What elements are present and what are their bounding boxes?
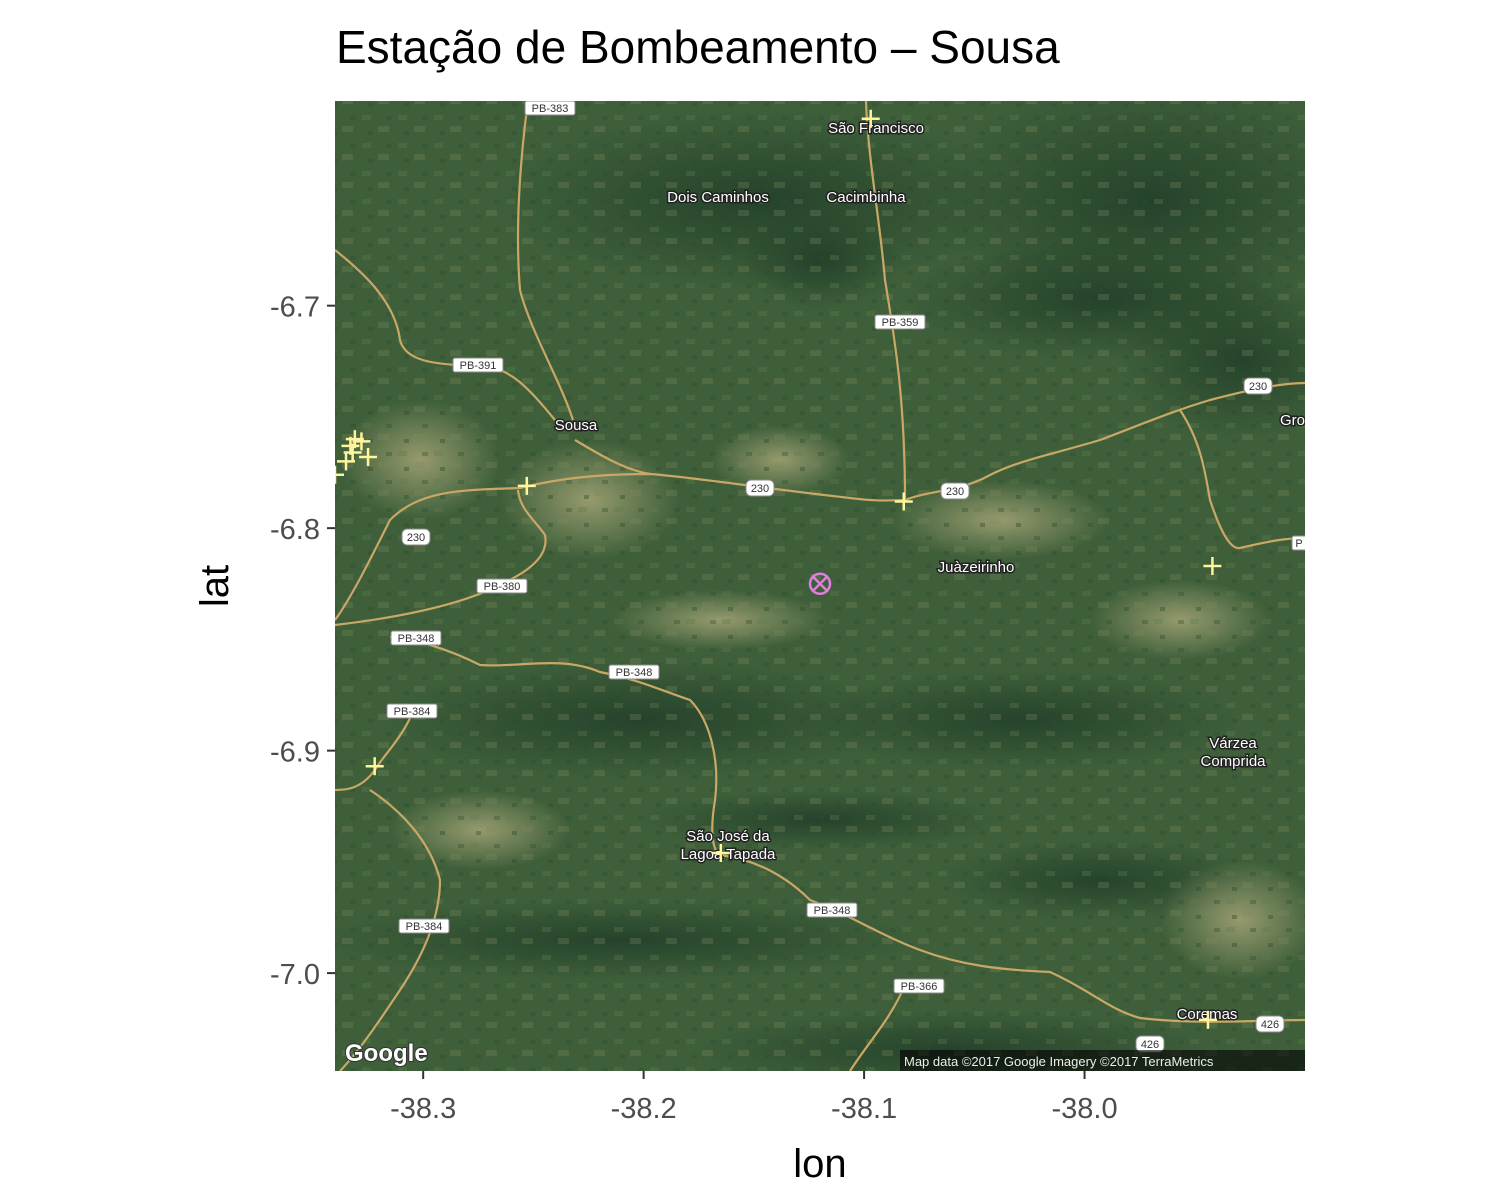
pump-station-marker bbox=[711, 843, 730, 862]
attribution-background bbox=[900, 1050, 1305, 1071]
roads bbox=[335, 101, 1305, 1071]
svg-text:Lagoa Tapada: Lagoa Tapada bbox=[681, 846, 776, 863]
svg-text:Dois Caminhos: Dois Caminhos bbox=[667, 189, 769, 206]
y-axis-title: lat bbox=[193, 565, 237, 607]
svg-text:PB-384: PB-384 bbox=[394, 706, 431, 718]
x-tick-label: -38.0 bbox=[1051, 1093, 1117, 1125]
pump-station-marker bbox=[861, 109, 880, 128]
svg-text:Cacimbinha: Cacimbinha bbox=[826, 189, 906, 206]
svg-text:230: 230 bbox=[751, 483, 769, 495]
x-tick-label: -38.3 bbox=[390, 1093, 456, 1125]
svg-text:PB-359: PB-359 bbox=[882, 317, 919, 329]
svg-text:Gro: Gro bbox=[1280, 412, 1305, 429]
pump-station-marker bbox=[365, 757, 384, 776]
main-station-marker bbox=[808, 572, 832, 596]
place-labels: São Francisco Dois Caminhos Cacimbinha S… bbox=[553, 119, 1305, 1025]
pump-station-marker bbox=[359, 447, 378, 466]
svg-text:230: 230 bbox=[1249, 381, 1267, 393]
map-panel[interactable]: PB-383 PB-359 PB-391 230 230 230 230 PB-… bbox=[320, 80, 1370, 1090]
svg-text:PB-348: PB-348 bbox=[814, 905, 851, 917]
y-tick-label: -7.0 bbox=[270, 959, 320, 991]
svg-text:426: 426 bbox=[1141, 1039, 1159, 1051]
svg-text:PB-348: PB-348 bbox=[616, 667, 653, 679]
x-axis: -38.3 -38.2 -38.1 -38.0 bbox=[390, 1071, 1118, 1125]
x-tick-label: -38.1 bbox=[831, 1093, 897, 1125]
x-axis-title: lon bbox=[793, 1142, 846, 1186]
svg-text:Comprida: Comprida bbox=[1200, 753, 1266, 770]
station-markers bbox=[335, 109, 1222, 1029]
x-tick-label: -38.2 bbox=[611, 1093, 677, 1125]
svg-text:P: P bbox=[1295, 538, 1302, 550]
y-tick-label: -6.7 bbox=[270, 292, 320, 324]
pump-station-marker bbox=[352, 432, 371, 451]
svg-text:São José da: São José da bbox=[686, 828, 770, 845]
y-tick-label: -6.8 bbox=[270, 514, 320, 546]
svg-text:Juàzeirinho: Juàzeirinho bbox=[938, 559, 1015, 576]
pump-station-marker bbox=[337, 452, 356, 471]
svg-text:Sousa: Sousa bbox=[555, 417, 598, 434]
pump-station-marker bbox=[1199, 1010, 1217, 1029]
y-tick-label: -6.9 bbox=[270, 737, 320, 769]
road-shields: PB-383 PB-359 PB-391 230 230 230 230 PB-… bbox=[386, 101, 1305, 1053]
attribution-text: Map data ©2017 Google Imagery ©2017 Terr… bbox=[904, 1054, 1214, 1069]
svg-text:426: 426 bbox=[1261, 1019, 1279, 1031]
pump-station-marker bbox=[335, 465, 344, 484]
chart-title: Estação de Bombeamento – Sousa bbox=[336, 21, 1060, 73]
svg-text:PB-366: PB-366 bbox=[901, 981, 938, 993]
svg-text:230: 230 bbox=[946, 486, 964, 498]
svg-text:PB-383: PB-383 bbox=[532, 103, 569, 115]
google-logo: Google bbox=[345, 1040, 428, 1067]
y-axis: -6.7 -6.8 -6.9 -7.0 bbox=[270, 292, 335, 991]
pump-station-marker bbox=[517, 476, 536, 495]
svg-text:Várzea: Várzea bbox=[1209, 735, 1257, 752]
svg-text:São Francisco: São Francisco bbox=[828, 120, 924, 137]
pump-station-marker bbox=[1203, 556, 1222, 575]
svg-text:PB-384: PB-384 bbox=[406, 921, 443, 933]
svg-text:PB-380: PB-380 bbox=[484, 581, 521, 593]
svg-text:PB-348: PB-348 bbox=[398, 633, 435, 645]
svg-text:230: 230 bbox=[407, 532, 425, 544]
svg-text:PB-391: PB-391 bbox=[460, 360, 497, 372]
pump-station-marker bbox=[894, 492, 913, 511]
